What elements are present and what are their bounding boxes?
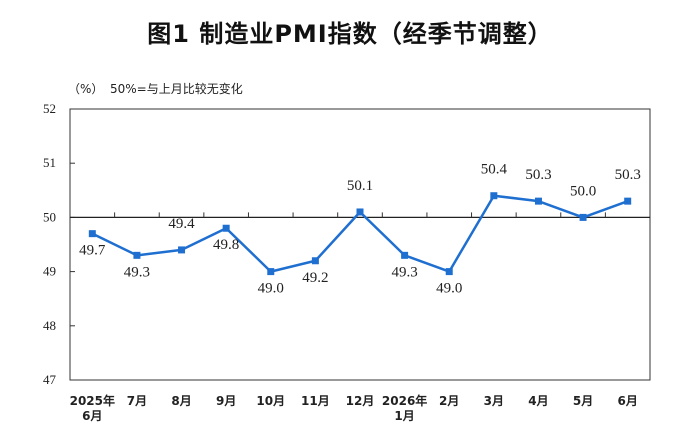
data-point <box>133 251 141 259</box>
data-label: 49.7 <box>79 243 106 259</box>
data-point <box>624 197 632 205</box>
y-tick-label: 52 <box>43 101 56 116</box>
x-tick-label: 8月 <box>171 394 191 408</box>
y-tick-label: 48 <box>43 318 56 333</box>
data-point <box>311 257 319 265</box>
data-point <box>178 246 186 254</box>
x-tick-label: 2026年 <box>382 393 427 408</box>
data-point <box>445 268 453 276</box>
data-label: 50.3 <box>525 167 551 183</box>
x-tick-label: 1月 <box>394 409 414 423</box>
data-label: 50.1 <box>347 178 373 194</box>
x-tick-label: 2月 <box>439 394 459 408</box>
x-tick-label: 5月 <box>573 394 593 408</box>
data-label: 49.3 <box>124 264 150 280</box>
y-unit-label: （%） <box>68 82 104 96</box>
series-line <box>91 194 629 273</box>
x-tick-label: 2025年 <box>70 393 115 408</box>
data-label: 50.4 <box>481 162 508 178</box>
x-tick-label: 3月 <box>484 394 504 408</box>
data-label: 49.8 <box>213 237 239 253</box>
x-tick-label: 6月 <box>82 409 102 423</box>
data-point <box>222 224 230 232</box>
x-tick-label: 7月 <box>127 394 147 408</box>
data-point <box>490 192 498 200</box>
data-point <box>534 197 542 205</box>
x-tick-label: 6月 <box>618 394 638 408</box>
data-point <box>88 230 96 238</box>
data-point <box>356 208 364 216</box>
x-tick-label: 11月 <box>301 394 330 408</box>
x-tick-label: 4月 <box>528 394 548 408</box>
data-point <box>401 251 409 259</box>
y-tick-label: 50 <box>43 209 56 224</box>
data-label: 49.2 <box>302 270 328 286</box>
plot-frame <box>69 108 651 381</box>
y-tick-label: 47 <box>43 372 57 387</box>
data-label: 49.0 <box>258 281 284 297</box>
y-tick-label: 51 <box>43 155 56 170</box>
chart-title: 图1 制造业PMI指数（经季节调整） <box>147 20 553 48</box>
reference-note: 50%=与上月比较无变化 <box>110 82 243 96</box>
data-point <box>579 213 587 221</box>
data-label: 49.0 <box>436 281 462 297</box>
x-tick-label: 10月 <box>256 394 285 408</box>
data-label: 49.3 <box>391 264 417 280</box>
x-tick-label: 9月 <box>216 394 236 408</box>
data-label: 50.3 <box>615 167 641 183</box>
x-tick-label: 12月 <box>346 394 375 408</box>
data-point <box>267 268 275 276</box>
y-tick-label: 49 <box>43 264 56 279</box>
data-label: 49.4 <box>168 216 195 232</box>
data-label: 50.0 <box>570 183 596 199</box>
